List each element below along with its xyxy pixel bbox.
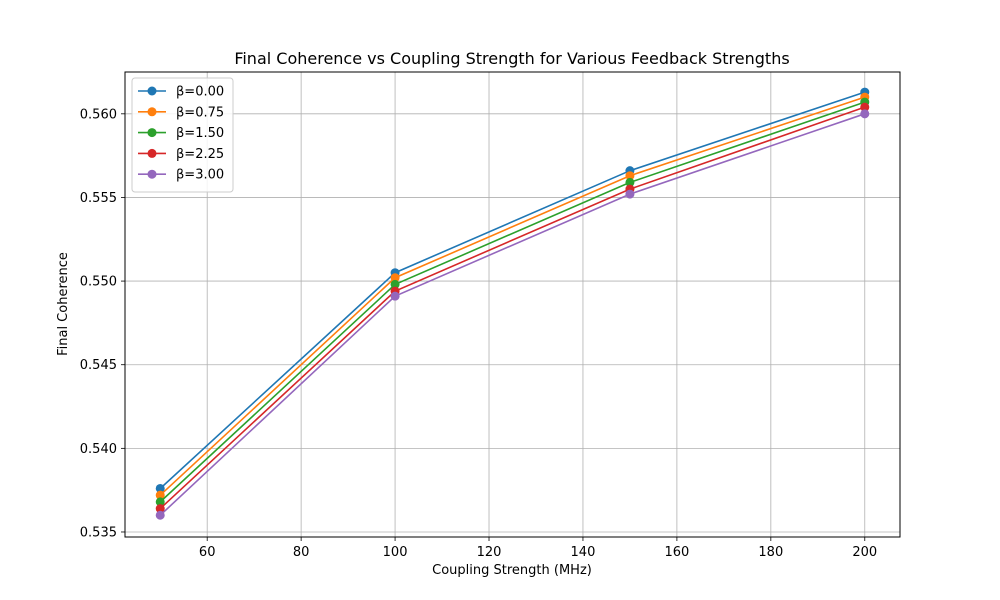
legend: β=0.00 β=0.75 β=1.50 β=2.25 β=3.00 [131,77,234,193]
plot-frame [124,71,901,538]
data-point [390,273,400,283]
legend-marker [147,107,157,117]
legend-label: β=1.50 [176,126,224,141]
series-line [159,91,866,490]
legend-marker [147,148,157,158]
series-line [159,101,866,503]
x-tick-label: 60 [199,545,216,560]
legend-box [131,77,234,193]
x-tick-label: 180 [758,545,783,560]
series-line [159,113,866,516]
y-tick-label: 0.545 [80,358,117,373]
data-point [390,279,400,289]
data-point [155,483,165,493]
legend-label: β=0.00 [176,85,224,100]
legend-item: β=1.50 [138,126,224,141]
legend-label: β=3.00 [176,168,224,183]
data-point [625,171,635,181]
x-tick-label: 200 [852,545,877,560]
x-tick-label: 100 [383,545,408,560]
x-tick-label: 160 [664,545,689,560]
data-point [390,291,400,301]
x-tick-label: 140 [571,545,596,560]
series-3 [155,102,870,514]
data-point [625,177,635,187]
series-4 [155,109,870,520]
chart-title: Final Coherence vs Coupling Strength for… [234,49,789,68]
series-group [155,87,870,520]
legend-marker [147,86,157,96]
x-tick-label: 80 [293,545,310,560]
y-tick-label: 0.540 [80,442,117,457]
y-tick-label: 0.560 [80,107,117,122]
y-axis-ticks: 0.535 0.540 0.545 0.550 0.555 0.560 [80,107,125,540]
legend-item: β=3.00 [138,168,224,183]
y-axis-label: Final Coherence [56,252,71,356]
legend-label: β=2.25 [176,147,224,162]
data-point [155,490,165,500]
data-point [860,109,870,119]
y-tick-label: 0.550 [80,275,117,290]
series-line [159,106,866,510]
data-point [155,497,165,507]
legend-marker [147,128,157,138]
series-line [159,96,866,496]
data-point [155,504,165,514]
y-tick-label: 0.535 [80,525,117,540]
legend-item: β=0.75 [138,105,224,120]
data-point [155,510,165,520]
series-2 [155,97,870,507]
y-tick-label: 0.555 [80,191,117,206]
series-1 [155,92,870,500]
legend-item: β=0.00 [138,85,224,100]
x-axis-label: Coupling Strength (MHz) [432,563,592,578]
legend-label: β=0.75 [176,105,224,120]
legend-item: β=2.25 [138,147,224,162]
grid-lines [125,72,900,537]
data-point [625,189,635,199]
x-tick-label: 120 [477,545,502,560]
legend-marker [147,169,157,179]
x-axis-ticks: 60 80 100 120 140 160 180 200 [199,537,877,560]
data-point [860,102,870,112]
